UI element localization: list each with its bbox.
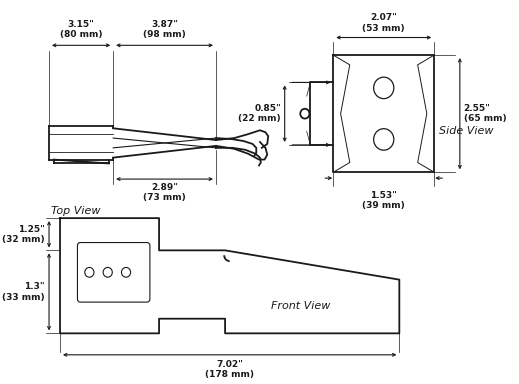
Text: 1.3"
(33 mm): 1.3" (33 mm) bbox=[2, 282, 45, 301]
Text: Side View: Side View bbox=[439, 126, 493, 136]
Text: 2.55"
(65 mm): 2.55" (65 mm) bbox=[463, 104, 506, 123]
Text: 2.89"
(73 mm): 2.89" (73 mm) bbox=[143, 183, 186, 202]
Text: 0.85"
(22 mm): 0.85" (22 mm) bbox=[238, 104, 281, 123]
Text: 7.02"
(178 mm): 7.02" (178 mm) bbox=[205, 360, 254, 379]
Text: 3.87"
(98 mm): 3.87" (98 mm) bbox=[143, 20, 186, 40]
Text: Top View: Top View bbox=[51, 207, 100, 217]
Text: 2.07"
(53 mm): 2.07" (53 mm) bbox=[362, 13, 405, 33]
Text: 1.25"
(32 mm): 1.25" (32 mm) bbox=[2, 225, 45, 244]
Text: Front View: Front View bbox=[271, 301, 330, 311]
Text: 1.53"
(39 mm): 1.53" (39 mm) bbox=[362, 191, 405, 210]
Text: 3.15"
(80 mm): 3.15" (80 mm) bbox=[60, 20, 102, 40]
